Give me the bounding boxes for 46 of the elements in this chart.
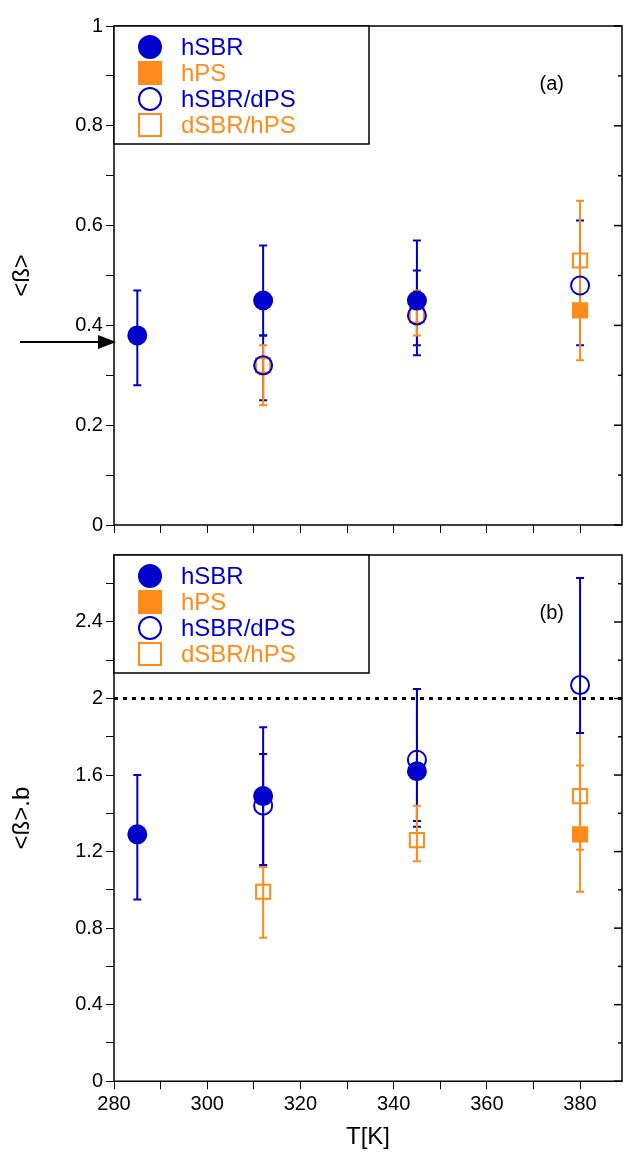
point <box>571 302 589 319</box>
y-axis-title: <ß> <box>7 254 35 297</box>
point <box>571 788 589 805</box>
x-tick-label: 380 <box>563 1091 597 1114</box>
y-tick-label: 2.4 <box>75 609 103 632</box>
point <box>255 883 272 900</box>
legend-label: hSBR <box>181 561 244 589</box>
x-tick-label: 300 <box>190 1091 224 1114</box>
y-tick-label: 0.8 <box>75 113 103 136</box>
point <box>406 761 427 782</box>
point <box>253 786 274 807</box>
x-tick-label: 320 <box>283 1091 318 1114</box>
y-tick-label: 1.2 <box>75 839 103 862</box>
y-tick-label: 0 <box>91 1068 103 1091</box>
legend-label: dSBR/hPS <box>181 110 296 138</box>
point <box>570 275 591 296</box>
annotation: (b) <box>539 600 564 623</box>
y-tick-label: 1.6 <box>75 762 103 785</box>
point <box>408 832 426 849</box>
x-tick-label: 280 <box>97 1091 131 1114</box>
legend-label: hPS <box>181 58 227 86</box>
point <box>406 290 427 311</box>
y-tick-label: 2 <box>91 686 103 709</box>
y-tick-label: 0.2 <box>75 412 103 435</box>
y-tick-label: 0.8 <box>75 915 103 938</box>
y-tick-label: 0.4 <box>75 312 103 335</box>
y-tick-label: 0.4 <box>75 992 103 1015</box>
point <box>571 252 589 269</box>
point <box>253 290 274 311</box>
point <box>127 824 148 845</box>
legend-label: hPS <box>181 587 227 615</box>
y-tick-label: 0 <box>91 512 103 535</box>
legend-label: hSBR/dPS <box>181 613 296 641</box>
x-tick-label: 340 <box>376 1091 411 1114</box>
x-tick-label: 360 <box>470 1091 504 1114</box>
legend-label: hSBR <box>181 32 244 60</box>
point <box>571 826 589 843</box>
legend-label: hSBR/dPS <box>181 84 296 112</box>
annotation: (a) <box>539 71 564 94</box>
y-axis-title: <ß>.b <box>7 786 35 850</box>
point <box>570 675 591 696</box>
x-axis-title: T[K] <box>345 1122 391 1150</box>
y-tick-label: 0.6 <box>75 213 103 236</box>
legend-label: dSBR/hPS <box>181 639 296 667</box>
y-tick-label: 1 <box>91 13 103 36</box>
point <box>127 325 148 346</box>
